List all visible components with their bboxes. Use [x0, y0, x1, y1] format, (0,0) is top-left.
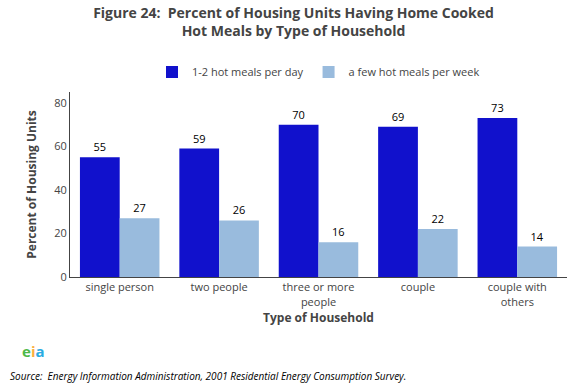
svg-text:73: 73 — [491, 100, 504, 115]
svg-text:Percent of Housing Units: Percent of Housing Units — [23, 110, 40, 258]
svg-text:eia: eia — [22, 341, 45, 361]
svg-text:55: 55 — [94, 139, 107, 154]
svg-text:single person: single person — [85, 279, 154, 294]
svg-text:couple: couple — [401, 279, 435, 294]
svg-text:14: 14 — [531, 229, 544, 244]
svg-text:a few hot meals per week: a few hot meals per week — [349, 64, 480, 79]
svg-text:three or morepeople: three or morepeople — [283, 279, 355, 308]
svg-text:26: 26 — [233, 202, 246, 217]
svg-text:Figure 24: Percent of Housing: Figure 24: Percent of Housing Units Havi… — [93, 3, 494, 40]
svg-text:16: 16 — [332, 224, 345, 239]
svg-text:80: 80 — [54, 95, 67, 110]
svg-text:22: 22 — [431, 211, 444, 226]
svg-text:1-2 hot meals per day: 1-2 hot meals per day — [192, 64, 304, 79]
svg-text:60: 60 — [54, 138, 67, 153]
svg-text:40: 40 — [54, 182, 67, 197]
svg-text:couple withothers: couple withothers — [488, 279, 547, 308]
svg-text:27: 27 — [133, 200, 146, 215]
svg-text:two people: two people — [191, 279, 248, 294]
svg-text:70: 70 — [292, 107, 305, 122]
svg-text:Type of Household: Type of Household — [263, 309, 374, 326]
svg-text:Source: Energy Information Ad: Source: Energy Information Administratio… — [10, 369, 406, 383]
svg-text:20: 20 — [54, 225, 67, 240]
svg-text:59: 59 — [193, 131, 206, 146]
svg-text:0: 0 — [61, 269, 67, 284]
svg-text:69: 69 — [392, 109, 405, 124]
